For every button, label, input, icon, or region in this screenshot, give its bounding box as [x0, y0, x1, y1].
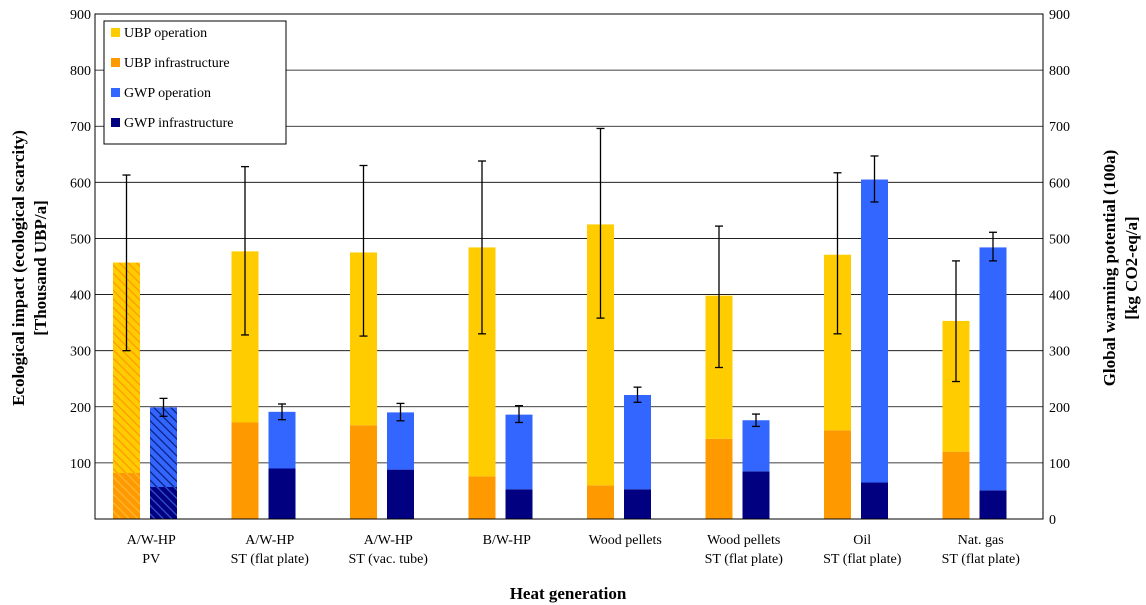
y-tick-label-right: 900	[1049, 8, 1070, 23]
y-tick-label-right: 300	[1049, 345, 1070, 360]
y-tick-label-left: 900	[70, 8, 91, 23]
category-label-line2: ST (flat plate)	[231, 552, 310, 567]
bar-gwp-operation	[505, 414, 533, 490]
legend-label: GWP infrastructure	[124, 116, 234, 131]
bar-gwp-infrastructure	[742, 471, 770, 519]
plot-area-border	[94, 13, 1044, 520]
bar-gwp-operation	[624, 394, 651, 490]
y-tick-label-left: 300	[70, 345, 91, 360]
left-axis-title-line1: Ecological impact (ecological scarcity)	[9, 130, 28, 406]
bar-gwp-infrastructure	[624, 489, 651, 519]
bar-ubp-infrastructure	[468, 476, 496, 519]
bar-ubp-infrastructure	[231, 422, 259, 519]
category-label-line1: Wood pellets	[707, 533, 780, 548]
bar-ubp-infrastructure	[824, 430, 851, 519]
bar-ubp-infrastructure	[113, 472, 140, 519]
left-axis-ticks: 100 200 300 400 500 600 700 800 900	[70, 8, 91, 472]
y-tick-label-left: 700	[70, 120, 91, 135]
category-label-line2: ST (flat plate)	[823, 552, 902, 567]
legend-label: GWP operation	[124, 86, 211, 101]
y-tick-label-left: 600	[70, 176, 91, 191]
category-label-line1: Wood pellets	[589, 533, 662, 548]
legend-swatch	[111, 58, 120, 67]
y-tick-label-left: 100	[70, 457, 91, 472]
bar-gwp-operation	[150, 407, 177, 488]
bar-gwp-operation	[268, 411, 296, 469]
left-axis-title: Ecological impact (ecological scarcity) …	[9, 130, 50, 406]
category-label-line2: ST (flat plate)	[942, 552, 1021, 567]
y-tick-label-right: 700	[1049, 120, 1070, 135]
y-tick-label-right: 600	[1049, 176, 1070, 191]
category-label-line1: Oil	[853, 533, 871, 548]
bar-gwp-infrastructure	[979, 490, 1007, 519]
category-label-line2: ST (vac. tube)	[349, 552, 429, 567]
y-tick-label-left: 800	[70, 64, 91, 79]
bar-ubp-infrastructure	[942, 451, 970, 519]
bar-gwp-infrastructure	[150, 487, 177, 519]
bar-gwp-infrastructure	[387, 469, 414, 519]
legend-swatch	[111, 28, 120, 37]
bar-ubp-infrastructure	[705, 438, 733, 519]
right-axis-title-line2: [kg CO2-eq/a]	[1122, 216, 1141, 319]
y-tick-label-left: 200	[70, 401, 91, 416]
legend-swatch	[111, 88, 120, 97]
legend-label: UBP infrastructure	[124, 56, 230, 71]
y-tick-label-right: 800	[1049, 64, 1070, 79]
bar-gwp-infrastructure	[861, 482, 888, 519]
category-labels: A/W-HP PV A/W-HP ST (flat plate) A/W-HP ST (v…	[127, 533, 1020, 567]
legend-swatch	[111, 118, 120, 127]
left-axis-title-line2: [Thousand UBP/a]	[31, 200, 50, 336]
y-tick-label-left: 400	[70, 289, 91, 304]
bar-ubp-infrastructure	[587, 485, 614, 519]
bar-gwp-infrastructure	[505, 489, 533, 519]
bar-gwp-operation	[979, 247, 1007, 491]
category-label-line1: B/W-HP	[483, 533, 531, 548]
bar-gwp-operation	[387, 412, 414, 470]
category-label-line1: A/W-HP	[364, 533, 413, 548]
y-tick-label-left: 500	[70, 232, 91, 247]
right-axis-title-line1: Global warming potential (100a)	[1100, 150, 1119, 387]
bar-gwp-operation	[861, 179, 888, 483]
legend: UBP operation UBP infrastructure GWP opera…	[103, 20, 287, 145]
error-bars	[122, 127, 997, 428]
bars	[113, 179, 1007, 519]
category-label-line2: ST (flat plate)	[705, 552, 784, 567]
legend-box	[103, 20, 287, 145]
category-label-line2: PV	[142, 552, 160, 567]
right-axis-ticks: 0 100 200 300 400 500 600 700 800 900	[1049, 8, 1070, 528]
bar-gwp-infrastructure	[268, 468, 296, 519]
bar-gwp-operation	[742, 420, 770, 472]
legend-label: UBP operation	[124, 26, 207, 41]
y-tick-label-right: 500	[1049, 232, 1070, 247]
right-axis-title: Global warming potential (100a) [kg CO2-…	[1100, 150, 1141, 387]
bar-ubp-infrastructure	[350, 425, 377, 519]
category-label-line1: A/W-HP	[127, 533, 176, 548]
y-tick-label-right: 400	[1049, 289, 1070, 304]
y-tick-label-right: 200	[1049, 401, 1070, 416]
category-label-line1: A/W-HP	[245, 533, 294, 548]
y-tick-label-right: 100	[1049, 457, 1070, 472]
x-axis-title: Heat generation	[510, 584, 627, 603]
y-tick-label-right: 0	[1049, 513, 1056, 528]
category-label-line1: Nat. gas	[958, 533, 1004, 548]
